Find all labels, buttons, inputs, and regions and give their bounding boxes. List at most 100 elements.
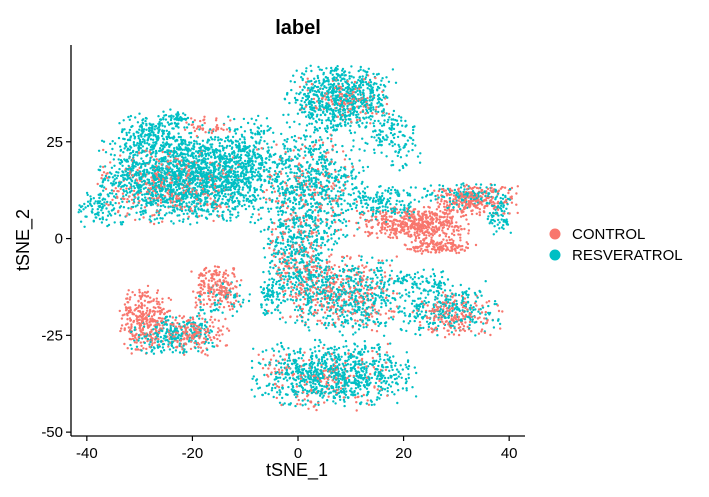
resveratrol-point: [315, 249, 318, 252]
control-point: [385, 361, 388, 364]
resveratrol-point: [307, 318, 310, 321]
resveratrol-point: [280, 366, 283, 369]
resveratrol-point: [253, 395, 256, 398]
resveratrol-point: [182, 344, 185, 347]
resveratrol-point: [113, 154, 116, 157]
control-point: [226, 301, 229, 304]
resveratrol-point: [194, 154, 197, 158]
resveratrol-point: [401, 124, 404, 127]
resveratrol-point: [244, 207, 248, 211]
resveratrol-point: [228, 210, 232, 213]
resveratrol-point: [370, 376, 374, 380]
resveratrol-point: [158, 147, 162, 150]
resveratrol-point: [275, 298, 278, 301]
resveratrol-point: [310, 69, 313, 73]
resveratrol-point: [364, 81, 368, 84]
resveratrol-point: [311, 89, 314, 92]
resveratrol-point: [286, 363, 290, 366]
resveratrol-point: [313, 308, 317, 312]
resveratrol-point: [291, 201, 295, 205]
control-point: [361, 264, 364, 267]
resveratrol-point: [330, 158, 333, 161]
resveratrol-point: [326, 95, 329, 98]
control-point: [371, 349, 374, 353]
control-point: [197, 283, 200, 287]
control-point: [283, 254, 286, 257]
resveratrol-point: [132, 143, 136, 146]
resveratrol-point: [282, 143, 285, 146]
resveratrol-point: [272, 349, 276, 352]
resveratrol-point: [150, 350, 153, 353]
control-point: [125, 297, 128, 300]
resveratrol-point: [282, 242, 285, 245]
resveratrol-point: [338, 288, 342, 292]
control-point: [330, 214, 333, 218]
resveratrol-point: [201, 308, 205, 312]
resveratrol-point: [383, 114, 386, 117]
resveratrol-point: [164, 118, 168, 121]
control-point: [185, 121, 188, 124]
control-point: [225, 280, 228, 283]
resveratrol-point: [346, 180, 349, 183]
resveratrol-point: [279, 355, 282, 358]
control-point: [460, 312, 463, 315]
resveratrol-point: [386, 386, 389, 390]
control-point: [229, 293, 232, 296]
resveratrol-point: [383, 376, 387, 380]
control-point: [353, 234, 356, 237]
resveratrol-point: [177, 132, 180, 135]
resveratrol-point: [422, 187, 426, 190]
resveratrol-point: [321, 284, 324, 287]
resveratrol-point: [289, 240, 292, 243]
resveratrol-point: [434, 194, 437, 198]
control-point: [444, 242, 447, 246]
control-point: [333, 199, 336, 202]
control-point: [299, 193, 303, 197]
resveratrol-point: [281, 157, 284, 160]
control-point: [138, 288, 141, 292]
resveratrol-point: [192, 155, 195, 159]
resveratrol-point: [82, 208, 85, 211]
resveratrol-point: [401, 368, 404, 371]
resveratrol-point: [231, 314, 234, 318]
resveratrol-point: [275, 359, 278, 362]
resveratrol-point: [188, 201, 191, 204]
resveratrol-point: [383, 119, 386, 122]
control-point: [204, 353, 207, 356]
resveratrol-point: [289, 290, 293, 293]
resveratrol-point: [274, 386, 277, 390]
resveratrol-point: [265, 303, 268, 306]
resveratrol-point: [365, 198, 368, 202]
resveratrol-point: [377, 93, 381, 97]
resveratrol-point: [348, 157, 351, 161]
resveratrol-point: [266, 175, 269, 178]
resveratrol-point: [280, 232, 283, 235]
resveratrol-point: [381, 262, 385, 265]
resveratrol-point: [381, 114, 384, 117]
control-point: [130, 352, 133, 355]
resveratrol-point: [307, 92, 310, 95]
control-point: [381, 259, 384, 262]
resveratrol-point: [243, 203, 246, 207]
resveratrol-point: [125, 133, 128, 137]
control-point: [459, 225, 462, 228]
control-point: [326, 235, 330, 238]
resveratrol-point: [389, 301, 392, 305]
resveratrol-point: [359, 93, 362, 97]
resveratrol-point: [161, 198, 165, 201]
resveratrol-point: [437, 324, 440, 328]
resveratrol-point: [159, 204, 163, 208]
resveratrol-point: [262, 270, 265, 274]
control-point: [197, 276, 200, 280]
resveratrol-point: [310, 185, 314, 188]
resveratrol-point: [283, 163, 286, 166]
resveratrol-point: [391, 113, 395, 117]
resveratrol-point: [409, 186, 413, 189]
resveratrol-point: [419, 152, 422, 155]
resveratrol-point: [311, 351, 314, 355]
control-point: [497, 309, 501, 313]
resveratrol-point: [92, 219, 96, 222]
resveratrol-point: [211, 138, 214, 141]
control-point: [119, 154, 122, 157]
